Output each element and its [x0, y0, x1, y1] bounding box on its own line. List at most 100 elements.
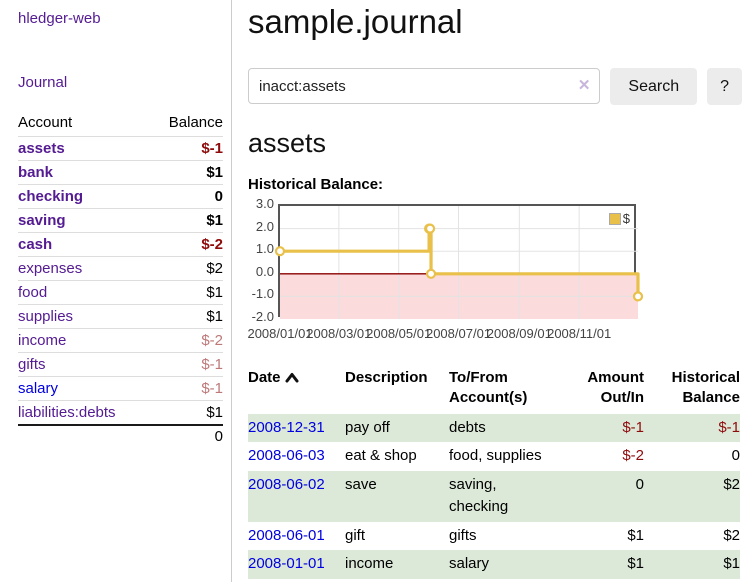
- account-row: expenses $2: [18, 256, 223, 281]
- cell-date: 2008-01-01: [248, 550, 345, 579]
- account-row: income $-2: [18, 328, 223, 353]
- account-row: liabilities:debts $1: [18, 400, 223, 425]
- y-tick-label: 1.0: [255, 241, 274, 257]
- transaction-date-link[interactable]: 2008-12-31: [248, 418, 325, 436]
- account-row: bank $1: [18, 160, 223, 185]
- x-tick-label: 2008/07/01: [425, 326, 492, 341]
- account-tree: Account Balance assets $-1 bank $1 checking 0…: [18, 112, 223, 447]
- account-row: cash $-2: [18, 232, 223, 257]
- cell-description: eat & shop: [345, 447, 417, 464]
- account-row: supplies $1: [18, 304, 223, 329]
- account-heading: assets: [248, 128, 327, 158]
- column-header-description: Description: [345, 369, 428, 386]
- account-balance: $1: [149, 304, 223, 329]
- account-link-saving[interactable]: saving: [18, 212, 66, 229]
- cell-description: gift: [345, 526, 366, 544]
- account-balance: $2: [149, 256, 223, 281]
- register-header: Date Description To/From Account(s) Amount Ou…: [248, 367, 740, 414]
- balance-column-header: Balance: [168, 114, 223, 131]
- cell-amount: $-1: [556, 413, 644, 442]
- account-balance: $1: [149, 160, 223, 185]
- brand-link[interactable]: hledger-web: [18, 10, 101, 27]
- register-body: 2008-12-31 pay off debts $-1 $-1 2008-06-03 ea…: [248, 413, 740, 579]
- account-balance: $-1: [149, 376, 223, 401]
- column-header-to-from: To/From Account(s): [449, 369, 528, 407]
- data-point-marker: [424, 223, 436, 234]
- x-tick-label: 2008/01/01: [247, 326, 313, 341]
- account-link-salary[interactable]: salary: [18, 380, 59, 397]
- column-header-date[interactable]: Date: [248, 367, 345, 414]
- chart-canvas: [274, 206, 644, 319]
- cell-accounts: food, supplies: [449, 447, 542, 464]
- cell-amount: $1: [556, 550, 644, 579]
- cell-date: 2008-06-01: [248, 522, 345, 551]
- account-link-supplies[interactable]: supplies: [18, 308, 74, 325]
- search-input[interactable]: [248, 68, 601, 104]
- y-tick-label: -2.0: [251, 309, 274, 324]
- account-link-expenses[interactable]: expenses: [18, 260, 83, 277]
- account-row: food $1: [18, 280, 223, 305]
- account-link-cash[interactable]: cash: [18, 236, 53, 253]
- account-link-food[interactable]: food: [18, 284, 48, 301]
- cell-amount: $-2: [622, 447, 644, 464]
- chart-title: Historical Balance:: [248, 176, 384, 193]
- legend-swatch-icon: [608, 212, 621, 225]
- balance-chart: 3.0 2.0 1.0 0.0 -1.0 -2.0 $ 2008/01/01 2008/03…: [247, 196, 742, 350]
- cell-accounts: debts: [449, 413, 556, 442]
- cell-date: 2008-06-02: [248, 470, 345, 522]
- transaction-date-link[interactable]: 2008-06-02: [248, 475, 325, 493]
- account-balance: $-1: [149, 136, 223, 161]
- y-tick-label: 3.0: [255, 196, 274, 211]
- transaction-row: 2008-06-02 save saving, checking 0 $2: [248, 470, 740, 522]
- account-row: gifts $-1: [18, 352, 223, 377]
- transaction-date-link[interactable]: 2008-06-01: [248, 526, 325, 544]
- sidebar-item-journal[interactable]: Journal: [18, 74, 68, 91]
- y-tick-label: 2.0: [255, 218, 274, 234]
- account-row: saving $1: [18, 208, 223, 233]
- x-tick-label: 2008/11/01: [547, 326, 612, 341]
- page-title: sample.journal: [248, 3, 463, 40]
- x-tick-label: 2008/09/01: [486, 326, 552, 341]
- cell-amount: $1: [627, 526, 644, 544]
- account-balance: $-2: [149, 328, 223, 353]
- transaction-date-link[interactable]: 2008-06-03: [248, 447, 325, 464]
- total-balance: 0: [149, 424, 223, 447]
- account-row: assets $-1: [18, 136, 223, 161]
- column-header-amount: Amount Out/In: [587, 369, 644, 407]
- cell-balance: $1: [644, 550, 740, 579]
- account-link-bank[interactable]: bank: [18, 164, 54, 181]
- clear-search-icon[interactable]: ✕: [577, 77, 591, 94]
- transaction-row: 2008-06-01 gift gifts $1 $2: [248, 522, 740, 551]
- data-point-marker: [274, 246, 286, 257]
- account-link-gifts[interactable]: gifts: [18, 356, 46, 373]
- search-form: ✕ Search ?: [248, 68, 742, 105]
- x-tick-label: 2008/05/01: [366, 326, 432, 341]
- account-link-assets[interactable]: assets: [18, 140, 65, 157]
- account-link-liabilities-debts[interactable]: liabilities:debts: [18, 404, 116, 421]
- account-link-checking[interactable]: checking: [18, 188, 84, 205]
- cell-description: income: [345, 550, 449, 579]
- total-row: 0: [18, 424, 223, 447]
- account-link-income[interactable]: income: [18, 332, 67, 349]
- main-content: sample.journal ✕ Search ? assets Histori…: [233, 0, 742, 582]
- cell-amount: 0: [556, 470, 644, 522]
- search-button[interactable]: Search: [610, 68, 698, 105]
- account-balance: $-1: [149, 352, 223, 377]
- account-row: checking 0: [18, 184, 223, 209]
- cell-accounts: saving, checking: [449, 470, 556, 522]
- cell-description: save: [345, 470, 449, 522]
- transaction-date-link[interactable]: 2008-01-01: [248, 555, 325, 572]
- account-balance: 0: [149, 184, 223, 209]
- account-row: salary $-1: [18, 376, 223, 401]
- account-balance: $1: [149, 208, 223, 233]
- cell-balance: 0: [731, 447, 740, 464]
- register-table: Date Description To/From Account(s) Amount Ou…: [248, 367, 740, 579]
- account-balance: $1: [149, 280, 223, 305]
- account-balance: $-2: [149, 232, 223, 257]
- help-button[interactable]: ?: [707, 68, 742, 105]
- data-point-marker: [632, 291, 644, 302]
- cell-accounts: gifts: [449, 526, 477, 544]
- legend-label: $: [622, 211, 630, 226]
- y-tick-label: -1.0: [251, 286, 274, 302]
- sidebar: hledger-web Journal Account Balance asse…: [0, 0, 232, 582]
